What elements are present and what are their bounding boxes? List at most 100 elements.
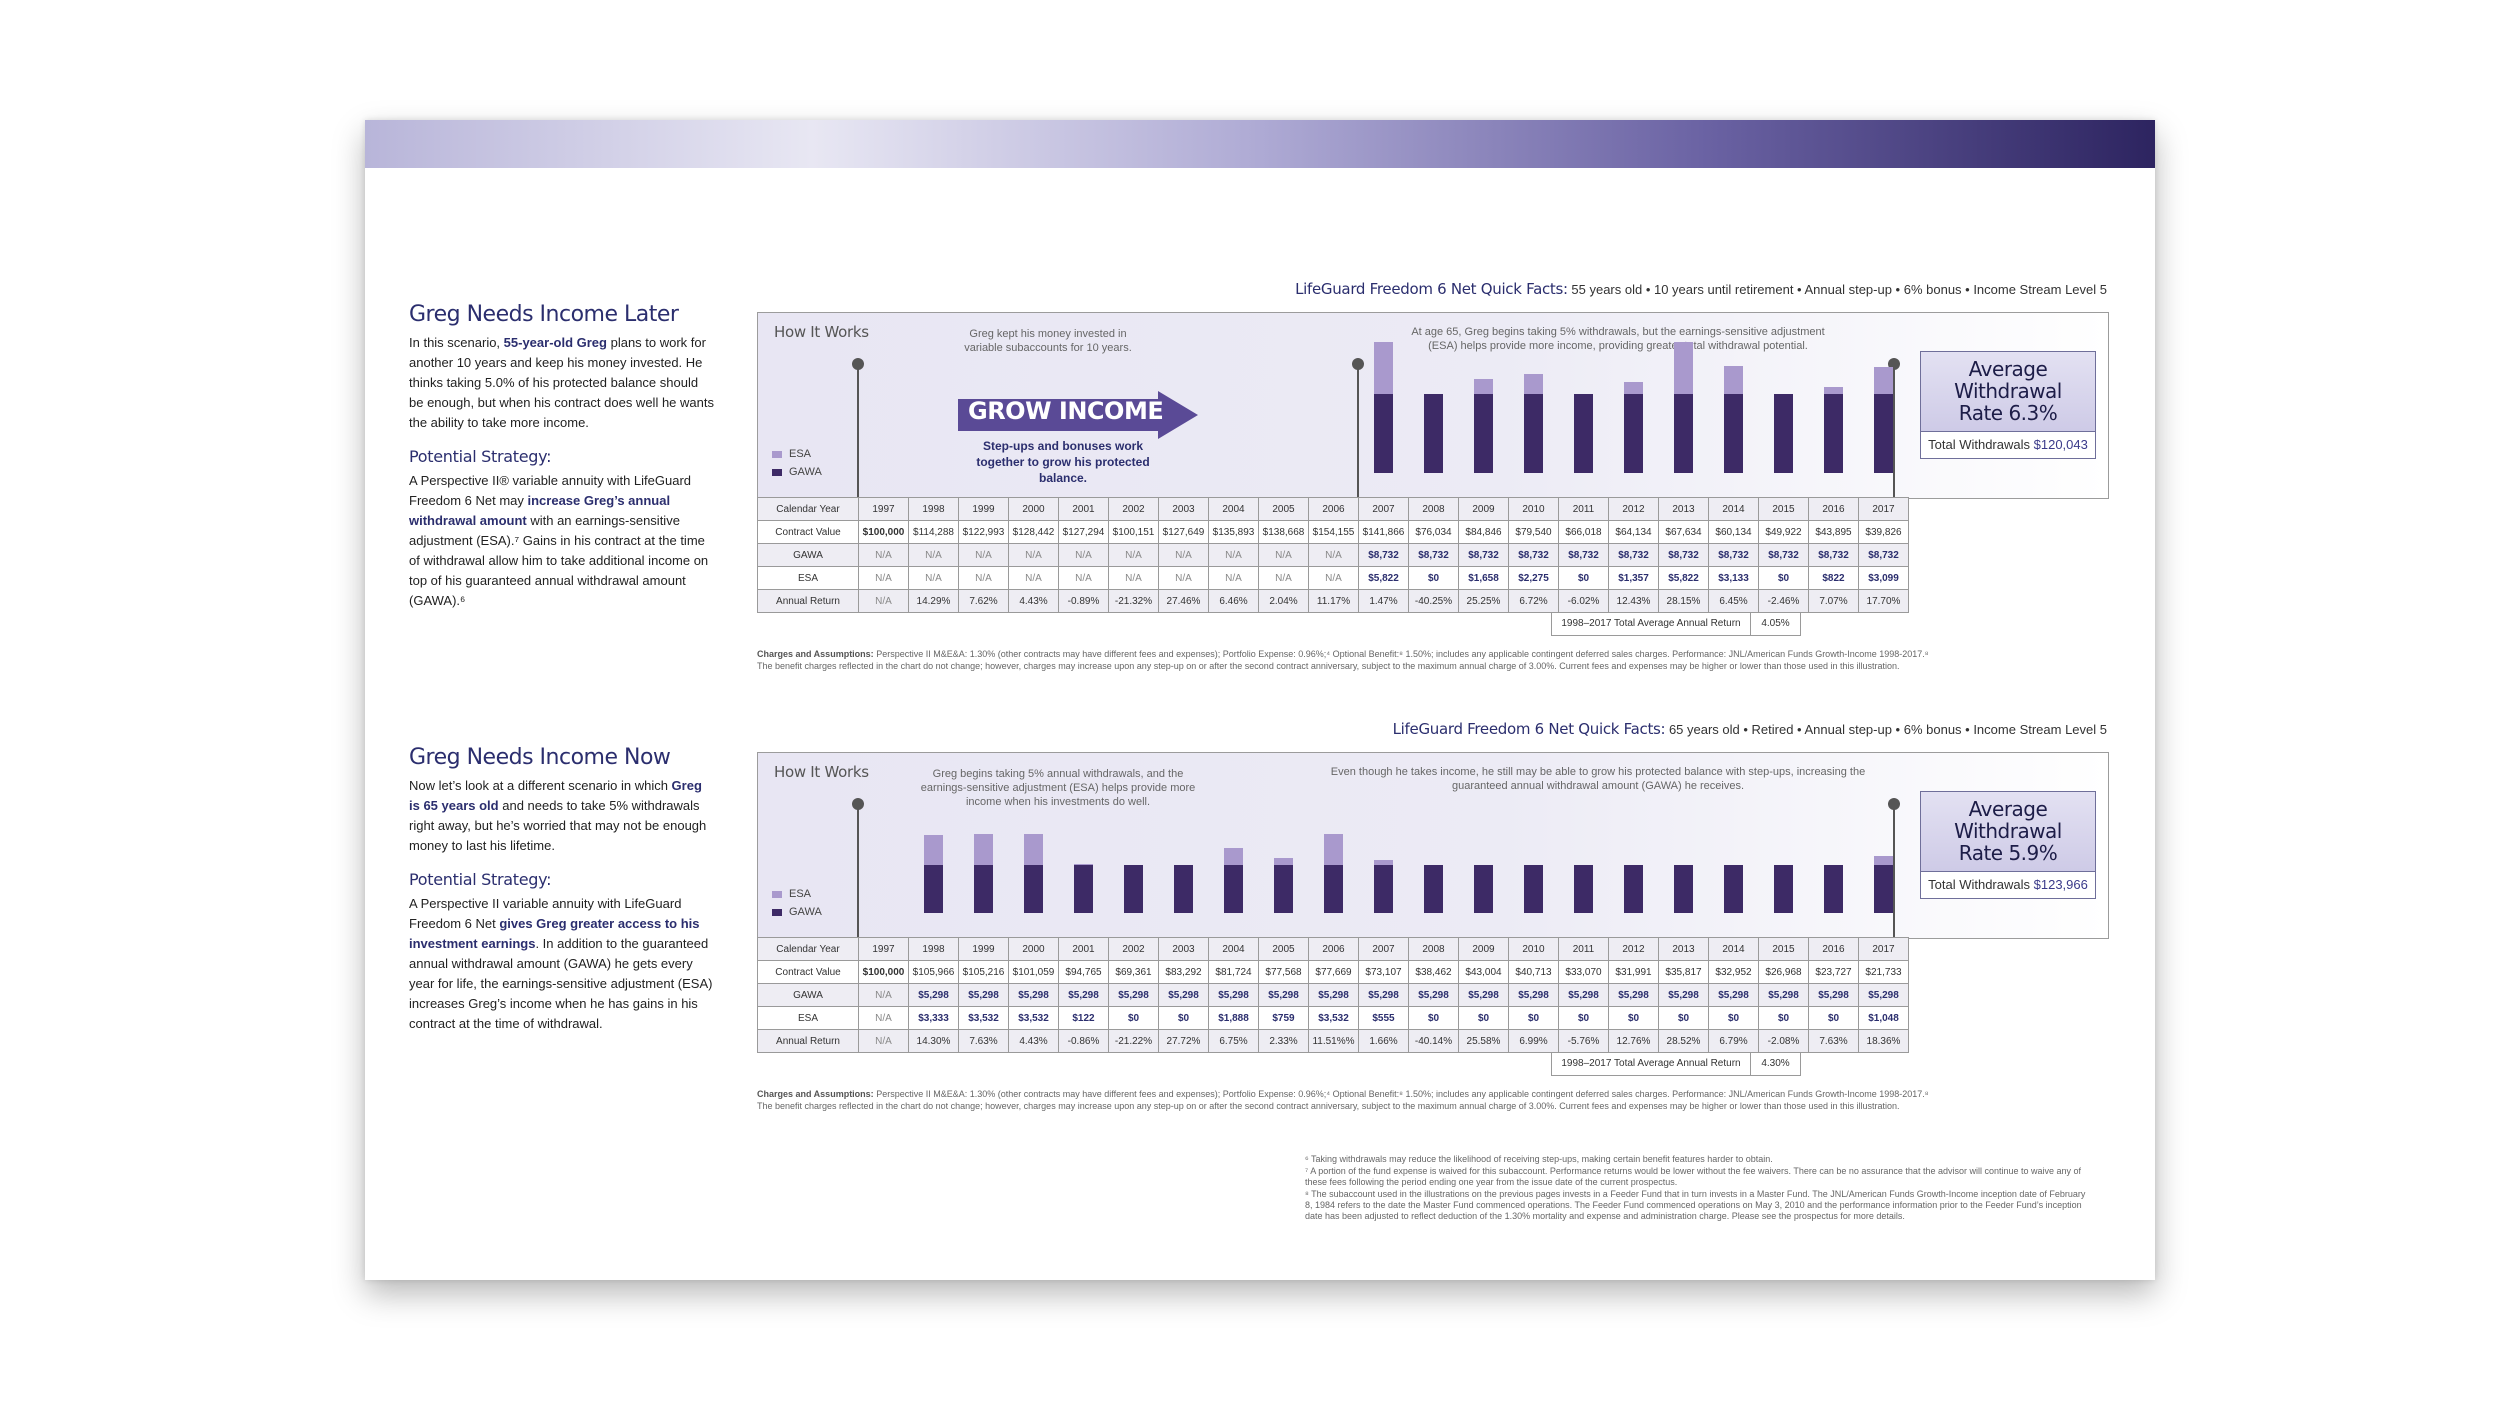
esa-bar [1474,379,1493,395]
table-cell: 7.62% [958,589,1009,613]
table-cell: 2001 [1058,497,1109,521]
table-cell: 4.43% [1008,1029,1059,1053]
table-cell: $105,216 [958,960,1009,984]
gawa-bar [1674,394,1693,473]
gawa-bar [1824,865,1843,913]
table-cell: 2.04% [1258,589,1309,613]
table-cell: $35,817 [1658,960,1709,984]
table-row: Contract Value $100,000 $114,288 $122,993 $1… [757,520,1909,544]
table-cell: $5,298 [1658,983,1709,1007]
note-step-ups: Even though he takes income, he still ma… [1330,766,1866,792]
table-cell: $5,298 [1008,983,1059,1007]
gawa-bar [1624,865,1643,913]
esa-bar [1874,855,1893,866]
table-cell: N/A [1308,566,1359,590]
table-cell: 2011 [1558,937,1609,961]
table-cell: 2.33% [1258,1029,1309,1053]
esa-bar [1374,342,1393,395]
table-cell: $122 [1058,1006,1109,1030]
table-cell: $8,732 [1658,543,1709,567]
row-label: ESA [757,1006,859,1030]
table-cell: $5,298 [908,983,959,1007]
table-cell: $8,732 [1758,543,1809,567]
table-cell: 2012 [1608,497,1659,521]
row-label: Annual Return [757,1029,859,1053]
table-cell: $0 [1758,1006,1809,1030]
gawa-bar [1324,865,1343,913]
table-cell: $69,361 [1108,960,1159,984]
table-cell: $555 [1358,1006,1409,1030]
table-cell: 14.29% [908,589,959,613]
table-row: GAWA N/A N/A N/A N/A N/A N/A N/A N/A N/A N/A $8,732… [757,543,1909,567]
gawa-bar [1474,865,1493,913]
table-cell: 2001 [1058,937,1109,961]
gawa-bar [1474,394,1493,473]
table-cell: $79,540 [1508,520,1559,544]
table-cell: 1998 [908,937,959,961]
gawa-bar [1424,394,1443,473]
gawa-bar [1874,394,1893,473]
table-cell: $3,133 [1708,566,1759,590]
table-cell: $2,275 [1508,566,1559,590]
table-cell: 27.46% [1158,589,1209,613]
gawa-bar [1624,394,1643,473]
table-cell: $23,727 [1808,960,1859,984]
table-cell: -21.32% [1108,589,1159,613]
table-cell: -40.14% [1408,1029,1459,1053]
table-cell: N/A [1258,543,1309,567]
gawa-bar [1724,394,1743,473]
table-cell: 14.30% [908,1029,959,1053]
table-cell: $154,155 [1308,520,1359,544]
table-cell: N/A [858,1029,909,1053]
scenario2-quickfacts: LifeGuard Freedom 6 Net Quick Facts: 65 … [1392,720,2107,738]
how-it-works-label: How It Works [774,323,869,341]
table-cell: $8,732 [1408,543,1459,567]
table-cell: $40,713 [1508,960,1559,984]
table-cell: 11.17% [1308,589,1359,613]
table-cell: $100,000 [858,520,909,544]
table-cell: $128,442 [1008,520,1059,544]
timeline-marker [1352,358,1364,370]
how-it-works-label: How It Works [774,763,869,781]
table-cell: N/A [1158,566,1209,590]
table-cell: N/A [908,543,959,567]
gawa-bar [1074,865,1093,913]
table-cell: 2002 [1108,497,1159,521]
table-cell: N/A [1108,543,1159,567]
table-cell: 6.99% [1508,1029,1559,1053]
table-cell: 6.72% [1508,589,1559,613]
table-cell: 28.15% [1658,589,1709,613]
table-cell: $5,298 [1108,983,1159,1007]
table-cell: $8,732 [1458,543,1509,567]
table-cell: $3,099 [1858,566,1909,590]
table-cell: 7.63% [1808,1029,1859,1053]
row-label: Contract Value [757,960,859,984]
table-cell: -40.25% [1408,589,1459,613]
table-cell: $1,658 [1458,566,1509,590]
total-withdrawals: Total Withdrawals $123,966 [1921,871,2095,898]
esa-bar [1624,382,1643,395]
table-cell: 7.63% [958,1029,1009,1053]
table-cell: $94,765 [1058,960,1109,984]
table-cell: 2007 [1358,937,1409,961]
table-cell: $101,059 [1008,960,1059,984]
table-cell: $3,532 [958,1006,1009,1030]
row-label: Calendar Year [757,937,859,961]
table-cell: $5,298 [1608,983,1659,1007]
table-cell: $81,724 [1208,960,1259,984]
table-cell: 12.43% [1608,589,1659,613]
table-cell: 2008 [1408,937,1459,961]
gawa-bar [1824,394,1843,473]
gawa-bar [1724,865,1743,913]
table-cell: 2015 [1758,497,1809,521]
table-cell: N/A [1058,543,1109,567]
table-cell: $0 [1408,1006,1459,1030]
table-cell: $5,298 [1058,983,1109,1007]
table-cell: $3,532 [1308,1006,1359,1030]
grow-income-arrow: GROW INCOME [958,391,1198,439]
table-cell: 1997 [858,937,909,961]
table-cell: N/A [858,1006,909,1030]
table-cell: 2006 [1308,497,1359,521]
row-label: ESA [757,566,859,590]
table-cell: $21,733 [1858,960,1909,984]
